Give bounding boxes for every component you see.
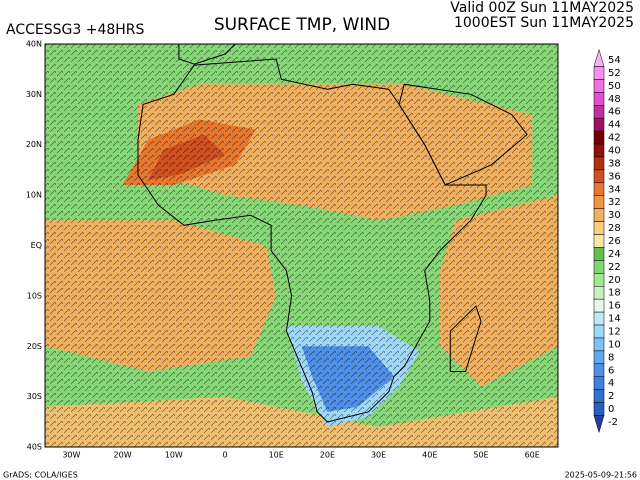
coastline: [137, 58, 487, 423]
lon-label: 50E: [473, 451, 488, 460]
color-swatch: [593, 337, 605, 352]
map-field: [45, 44, 558, 447]
color-swatch: [593, 195, 605, 209]
colorbar-label: 0: [608, 404, 614, 415]
colorbar-label: 6: [608, 365, 614, 376]
credit: GrADS: COLA/IGES: [3, 471, 78, 480]
lon-label: 20E: [320, 451, 335, 460]
lon-label: 10E: [269, 451, 284, 460]
color-swatch: [593, 221, 605, 235]
colorbar-label: 8: [608, 352, 614, 363]
lon-label: 10W: [165, 451, 183, 460]
color-swatch: [593, 376, 605, 390]
lat-label: EQ: [31, 241, 42, 250]
colorbar-label: 48: [608, 94, 621, 105]
color-swatch: [593, 105, 605, 119]
colorbar-label: 22: [608, 262, 621, 273]
colorbar-label: 50: [608, 81, 621, 92]
color-swatch: [593, 208, 605, 222]
colorbar-label: 30: [608, 210, 621, 221]
lon-label: 0: [222, 451, 227, 460]
lon-label: 40E: [422, 451, 437, 460]
model-label: ACCESSG3 +48HRS: [6, 22, 145, 38]
color-swatch: [593, 286, 605, 300]
color-swatch: [593, 273, 605, 287]
coastline: [398, 83, 528, 186]
color-swatch: [593, 324, 605, 339]
colorbar-label: 2: [608, 391, 614, 402]
colorbar-label: 40: [608, 146, 621, 157]
colorbar-label: 20: [608, 275, 621, 286]
color-swatch: [593, 143, 605, 158]
map-frame: [44, 43, 559, 448]
wind-barbs: [45, 44, 558, 447]
colorbar-label: 18: [608, 288, 621, 299]
color-swatch: [593, 298, 605, 313]
color-swatch: [593, 182, 605, 196]
colorbar-label: 4: [608, 378, 614, 389]
colorbar-label: 42: [608, 133, 621, 144]
color-swatch: [593, 389, 605, 403]
lat-label: 10S: [27, 291, 42, 300]
color-swatch: [593, 130, 605, 145]
color-swatch: [593, 117, 605, 132]
lat-label: 40N: [26, 39, 42, 48]
lat-label: 10N: [26, 191, 42, 200]
lat-label: 40S: [27, 443, 42, 452]
colorbar-label: 36: [608, 171, 621, 182]
color-swatch: [593, 234, 605, 248]
colorbar-label: 34: [608, 184, 621, 195]
colorbar-label: 24: [608, 249, 621, 260]
color-swatch: [593, 363, 605, 378]
lat-label: 20N: [26, 140, 42, 149]
color-swatch: [593, 260, 605, 274]
color-swatch: [593, 350, 605, 365]
colorbar-label: 10: [608, 339, 621, 350]
local-time: 1000EST Sun 11MAY2025: [454, 15, 634, 31]
color-swatch: [593, 402, 605, 416]
colorbar-label: 12: [608, 327, 621, 338]
color-swatch: [593, 48, 605, 67]
coastline: [449, 305, 482, 372]
color-swatch: [593, 311, 605, 326]
map-title: SURFACE TMP, WIND: [214, 15, 390, 35]
color-swatch: [593, 415, 605, 434]
lon-label: 60E: [525, 451, 540, 460]
lon-label: 30W: [62, 451, 80, 460]
valid-time: Valid 00Z Sun 11MAY2025: [450, 0, 634, 16]
timestamp: 2025-05-09-21:56: [565, 471, 637, 480]
colorbar-label: 46: [608, 107, 621, 118]
colorbar-label: 52: [608, 68, 621, 79]
color-swatch: [593, 156, 605, 171]
colorbar-label: 44: [608, 120, 621, 131]
lat-label: 20S: [27, 342, 42, 351]
lon-label: 20W: [114, 451, 132, 460]
colorbar-label: 26: [608, 236, 621, 247]
color-swatch: [593, 66, 605, 80]
colorbar-label: 16: [608, 301, 621, 312]
color-swatch: [593, 79, 605, 93]
lon-label: 30E: [371, 451, 386, 460]
colorbar-label: -2: [608, 417, 618, 428]
color-swatch: [593, 92, 605, 106]
color-swatch: [593, 169, 605, 184]
lat-label: 30N: [26, 90, 42, 99]
lat-label: 30S: [27, 392, 42, 401]
colorbar-label: 32: [608, 197, 621, 208]
colorbar-label: 28: [608, 223, 621, 234]
colorbar-label: 54: [608, 55, 621, 66]
color-swatch: [593, 247, 605, 261]
colorbar-label: 14: [608, 314, 621, 325]
coastline: [178, 44, 236, 65]
colorbar-label: 38: [608, 158, 621, 169]
